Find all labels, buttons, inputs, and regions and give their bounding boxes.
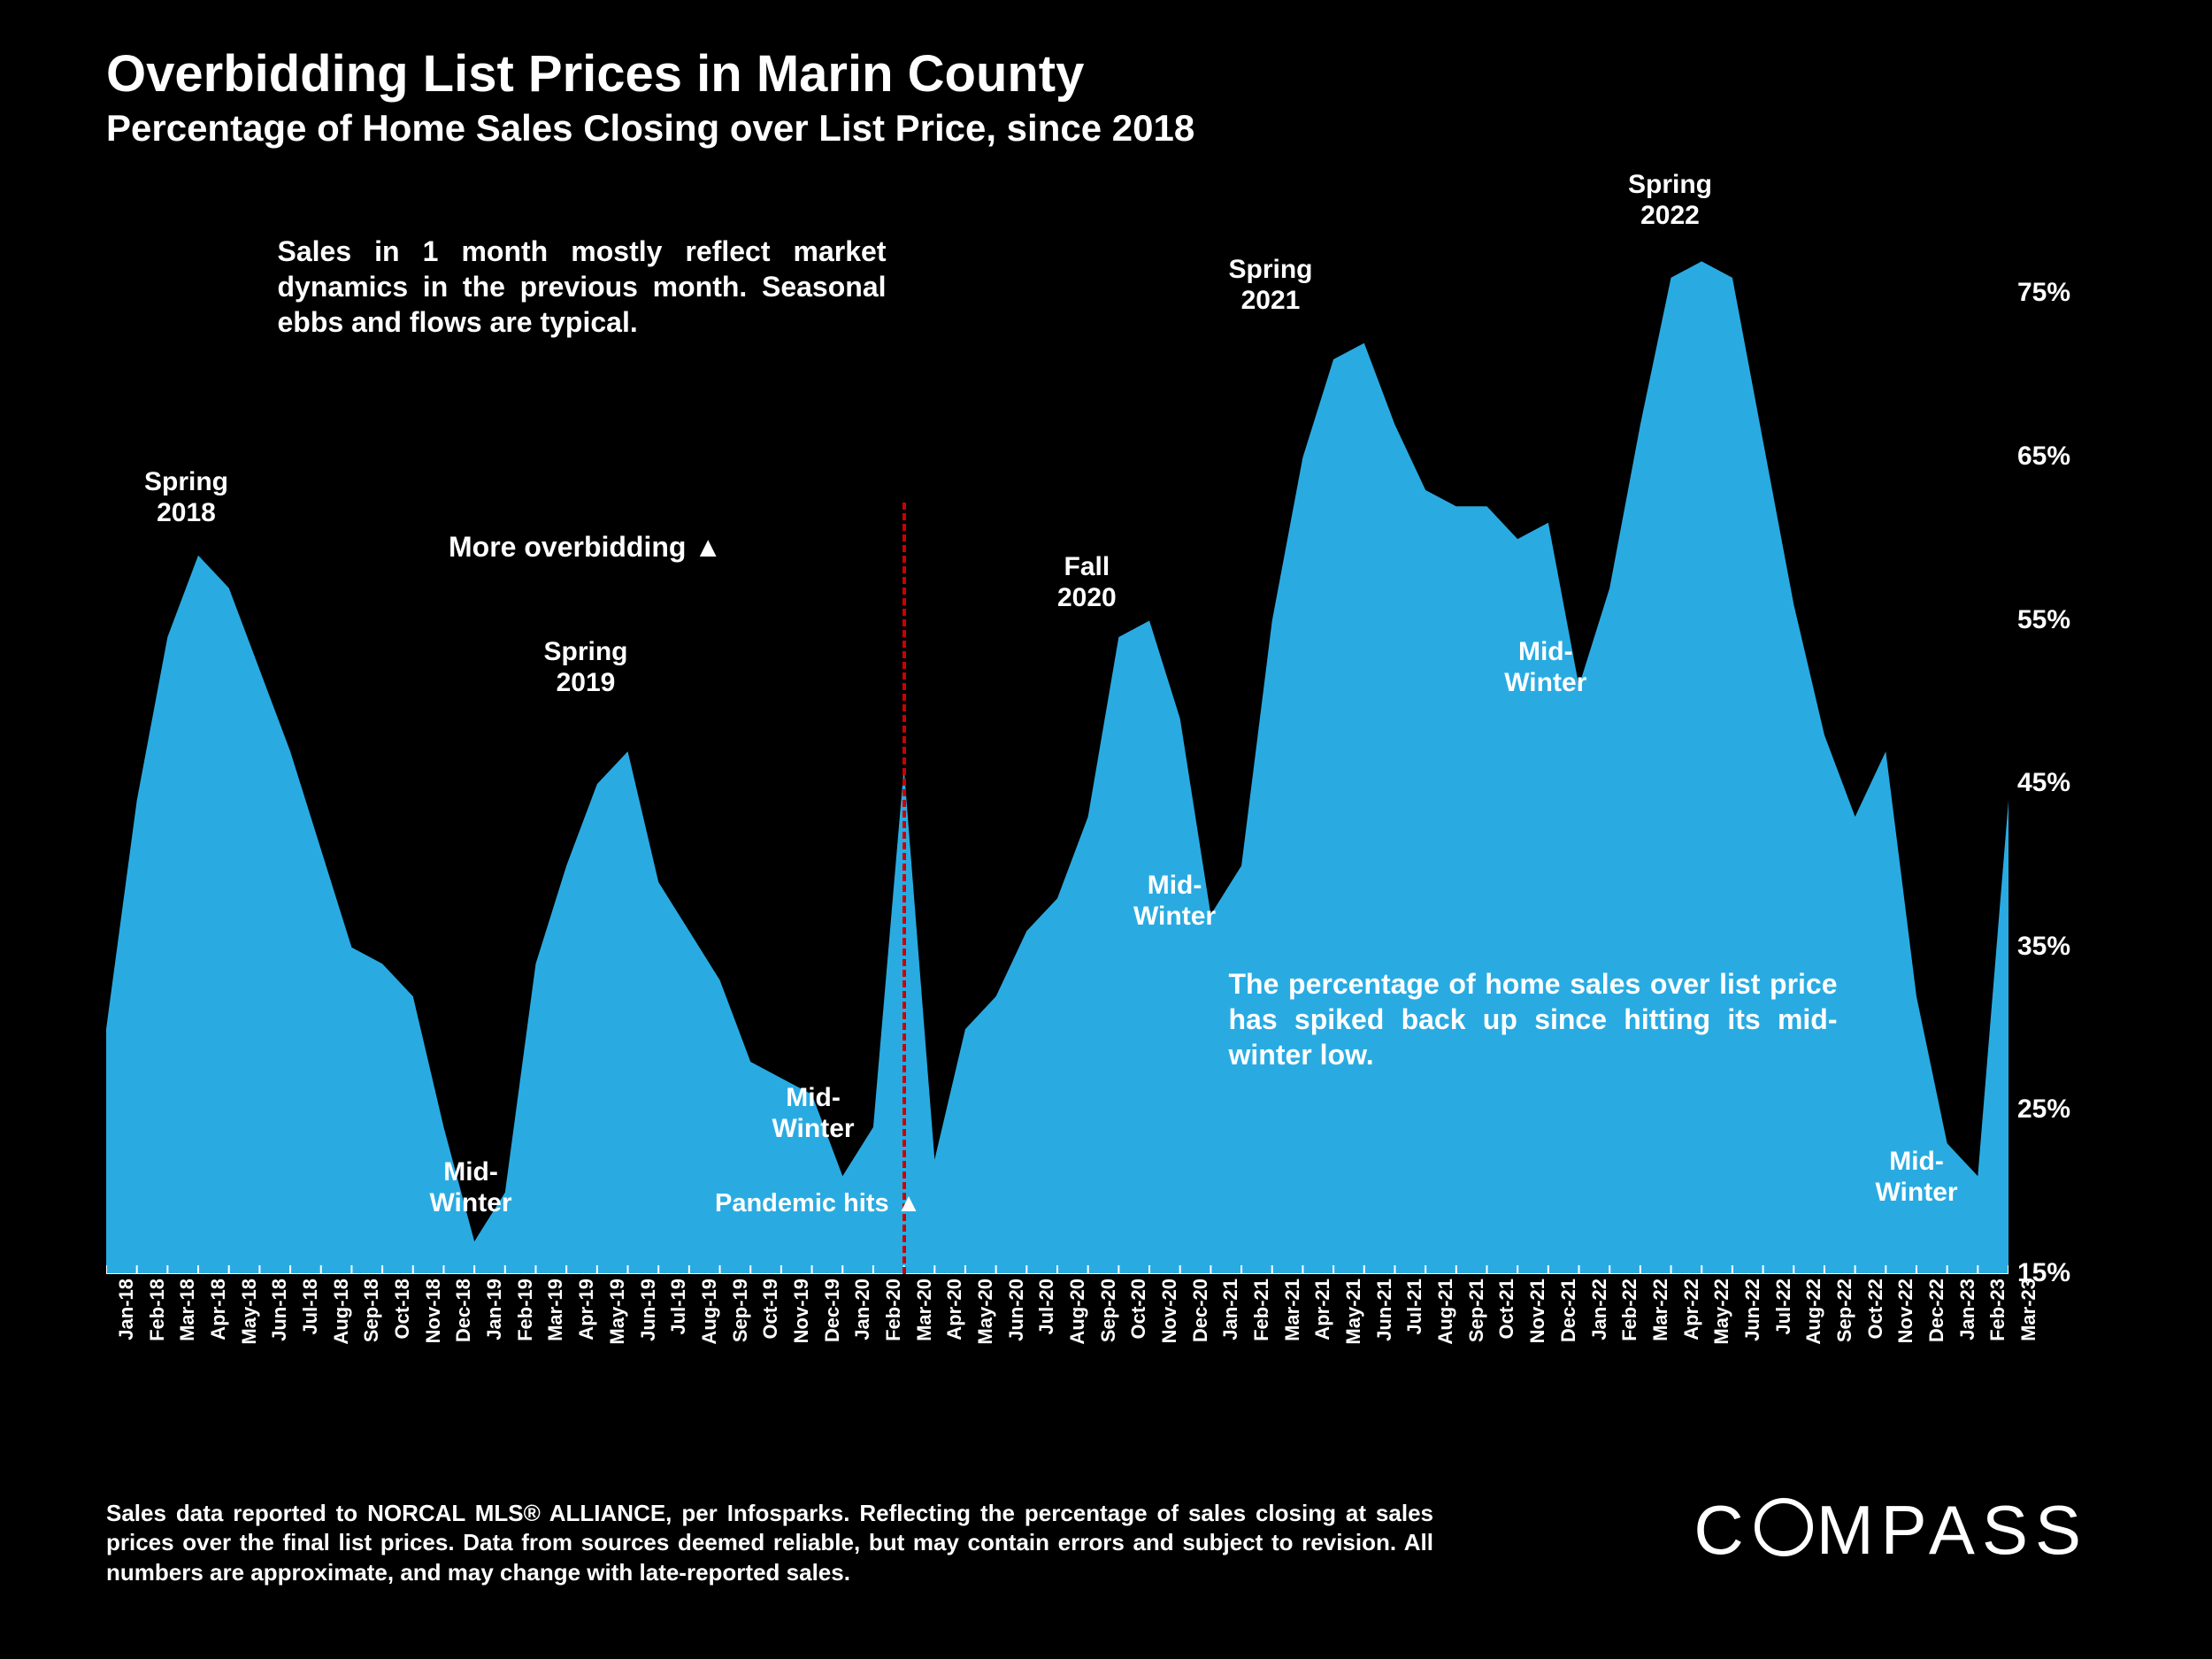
chart-title: Overbidding List Prices in Marin County — [106, 44, 1194, 104]
x-tick-label: Apr-20 — [943, 1279, 966, 1340]
pandemic-marker-line — [902, 503, 906, 1274]
x-tick-label: Dec-22 — [1925, 1279, 1948, 1342]
y-tick-label: 45% — [2017, 768, 2070, 798]
annotation-more-overbid: More overbidding ▲ — [449, 531, 722, 564]
y-tick-label: 75% — [2017, 278, 2070, 308]
annotation-spring-2021: Spring 2021 — [1229, 255, 1313, 316]
x-tick-label: Jul-20 — [1035, 1279, 1058, 1335]
x-tick-label: Feb-18 — [146, 1279, 169, 1341]
x-tick-label: Aug-19 — [698, 1279, 721, 1345]
x-tick-label: Mar-19 — [544, 1279, 567, 1341]
x-tick-label: Jan-20 — [851, 1279, 874, 1340]
x-tick-label: Dec-19 — [821, 1279, 844, 1342]
y-tick-label: 25% — [2017, 1094, 2070, 1125]
x-tick-label: Nov-18 — [422, 1279, 445, 1343]
x-tick-label: Jan-23 — [1956, 1279, 1979, 1340]
annotation-spring-2022: Spring 2022 — [1628, 170, 1712, 231]
x-tick-label: Oct-18 — [391, 1279, 414, 1339]
x-tick-label: Sep-19 — [729, 1279, 752, 1342]
footer-note: Sales data reported to NORCAL MLS® ALLIA… — [106, 1499, 1433, 1588]
x-tick-label: Jul-21 — [1403, 1279, 1426, 1335]
x-tick-label: Aug-20 — [1066, 1279, 1089, 1345]
x-tick-label: Aug-18 — [330, 1279, 353, 1345]
x-tick-label: Jan-19 — [483, 1279, 506, 1340]
x-tick-label: Oct-19 — [759, 1279, 782, 1339]
x-tick-label: Dec-18 — [452, 1279, 475, 1342]
x-tick-label: Jun-20 — [1005, 1279, 1028, 1341]
x-tick-label: Sep-18 — [360, 1279, 383, 1342]
chart-container: Spring 2018 Mid- Winter Spring 2019 More ov… — [106, 212, 2106, 1380]
x-axis-ticks: Jan-18 Feb-18 Mar-18 Apr-18 May-18 Jun-18 Jul-… — [106, 1279, 2008, 1385]
x-tick-label: Jan-21 — [1219, 1279, 1242, 1340]
x-tick-label: Dec-21 — [1557, 1279, 1580, 1342]
x-tick-label: May-20 — [974, 1279, 997, 1345]
x-tick-label: Mar-21 — [1281, 1279, 1304, 1341]
x-tick-label: Jan-22 — [1588, 1279, 1611, 1340]
x-tick-label: Sep-22 — [1833, 1279, 1856, 1342]
x-tick-label: Feb-21 — [1250, 1279, 1273, 1341]
x-tick-label: Mar-23 — [2017, 1279, 2040, 1341]
x-tick-label: Sep-20 — [1097, 1279, 1120, 1342]
x-tick-label: Feb-22 — [1618, 1279, 1641, 1341]
x-tick-label: Jul-19 — [667, 1279, 690, 1335]
x-tick-label: Feb-20 — [882, 1279, 905, 1341]
x-tick-label: Jun-18 — [268, 1279, 291, 1341]
area-fill — [106, 261, 2008, 1274]
annotation-mid-winter-3: Mid- Winter — [1133, 871, 1216, 932]
x-tick-label: Oct-21 — [1495, 1279, 1518, 1339]
y-axis-ticks: 15%25%35%45%55%65%75% — [2017, 212, 2106, 1274]
x-tick-label: Feb-19 — [514, 1279, 537, 1341]
x-tick-label: Apr-21 — [1311, 1279, 1334, 1340]
x-tick-label: Jan-18 — [115, 1279, 138, 1340]
annotation-pandemic-hits: Pandemic hits ▲ — [715, 1189, 921, 1218]
x-tick-label: Apr-19 — [575, 1279, 598, 1340]
x-tick-label: Apr-22 — [1680, 1279, 1703, 1340]
x-tick-label: Nov-21 — [1526, 1279, 1549, 1343]
x-tick-label: Mar-18 — [176, 1279, 199, 1341]
x-tick-label: Jun-22 — [1741, 1279, 1764, 1341]
x-tick-label: Oct-20 — [1127, 1279, 1150, 1339]
x-tick-label: Mar-22 — [1649, 1279, 1672, 1341]
y-tick-label: 35% — [2017, 932, 2070, 962]
x-tick-label: May-19 — [606, 1279, 629, 1345]
annotation-mid-winter-2: Mid- Winter — [772, 1083, 855, 1144]
x-tick-label: May-18 — [238, 1279, 261, 1345]
x-tick-label: Aug-21 — [1434, 1279, 1457, 1345]
x-tick-label: Jul-18 — [299, 1279, 322, 1335]
chart-subtitle: Percentage of Home Sales Closing over Li… — [106, 107, 1194, 150]
plot-area: Spring 2018 Mid- Winter Spring 2019 More ov… — [106, 212, 2008, 1274]
compass-logo: CMPASS — [1694, 1490, 2088, 1571]
y-tick-label: 55% — [2017, 605, 2070, 635]
annotation-mid-winter-1: Mid- Winter — [430, 1157, 512, 1218]
x-tick-label: Nov-20 — [1158, 1279, 1181, 1343]
x-tick-label: May-21 — [1342, 1279, 1365, 1345]
x-tick-label: Aug-22 — [1802, 1279, 1825, 1345]
x-tick-label: Dec-20 — [1189, 1279, 1212, 1342]
x-tick-label: Sep-21 — [1465, 1279, 1488, 1342]
notebox-note-seasonal: Sales in 1 month mostly reflect market d… — [278, 234, 887, 340]
x-tick-label: Nov-22 — [1894, 1279, 1917, 1343]
y-tick-label: 65% — [2017, 442, 2070, 472]
title-block: Overbidding List Prices in Marin County … — [106, 44, 1194, 150]
annotation-spring-2018: Spring 2018 — [144, 467, 228, 528]
x-tick-label: Jun-21 — [1373, 1279, 1396, 1341]
x-tick-label: Mar-20 — [913, 1279, 936, 1341]
x-tick-label: Jul-22 — [1772, 1279, 1795, 1335]
x-tick-label: Apr-18 — [207, 1279, 230, 1340]
area-chart-svg — [106, 212, 2008, 1274]
notebox-note-spike: The percentage of home sales over list p… — [1229, 966, 1838, 1072]
annotation-mid-winter-4: Mid- Winter — [1504, 637, 1586, 698]
x-tick-label: Nov-19 — [790, 1279, 813, 1343]
annotation-mid-winter-5: Mid- Winter — [1876, 1147, 1958, 1208]
x-tick-label: Oct-22 — [1864, 1279, 1887, 1339]
x-tick-label: Feb-23 — [1986, 1279, 2009, 1341]
annotation-spring-2019: Spring 2019 — [544, 637, 628, 698]
x-tick-label: May-22 — [1710, 1279, 1733, 1345]
annotation-fall-2020: Fall 2020 — [1057, 552, 1117, 613]
x-tick-label: Jun-19 — [637, 1279, 660, 1341]
compass-logo-o-icon — [1755, 1498, 1813, 1556]
